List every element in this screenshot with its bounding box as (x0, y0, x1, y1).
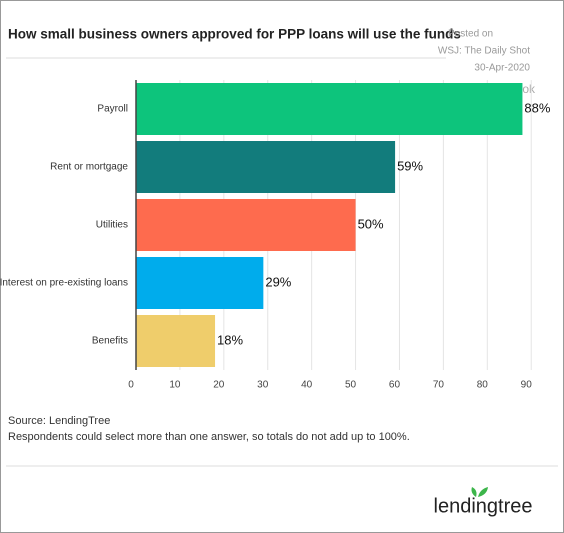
x-tick-label: 50 (345, 380, 357, 391)
bar (136, 141, 396, 193)
value-label: 59% (397, 158, 423, 173)
y-tick-label: Rent or mortgage (50, 162, 128, 173)
note: Respondents could select more than one a… (8, 431, 410, 443)
y-tick-label: Interest on pre-existing loans (0, 278, 128, 289)
x-tick-label: 60 (389, 380, 401, 391)
posted-source: WSJ: The Daily Shot (438, 46, 530, 57)
bar (136, 315, 216, 367)
source: Source: LendingTree (8, 415, 110, 427)
value-label: 88% (524, 100, 550, 115)
x-tick-label: 0 (128, 380, 134, 391)
x-tick-label: 90 (521, 380, 533, 391)
x-tick-label: 20 (213, 380, 225, 391)
chart-title: How small business owners approved for P… (8, 27, 461, 42)
logo: lendingtree (434, 495, 533, 517)
x-tick-label: 40 (301, 380, 313, 391)
posted-label: Posted on (448, 29, 493, 40)
logo-icon (471, 487, 488, 497)
y-tick-label: Benefits (92, 336, 128, 347)
y-tick-label: Payroll (97, 104, 128, 115)
x-tick-label: 30 (257, 380, 269, 391)
value-label: 50% (358, 216, 384, 231)
bar (136, 199, 356, 251)
value-label: 18% (217, 332, 243, 347)
x-tick-label: 80 (477, 380, 489, 391)
bar (136, 83, 523, 135)
x-tick-label: 10 (169, 380, 181, 391)
x-tick-label: 70 (433, 380, 445, 391)
value-label: 29% (265, 274, 291, 289)
bar (136, 257, 264, 309)
y-tick-label: Utilities (96, 220, 128, 231)
posted-date: 30-Apr-2020 (474, 63, 530, 74)
